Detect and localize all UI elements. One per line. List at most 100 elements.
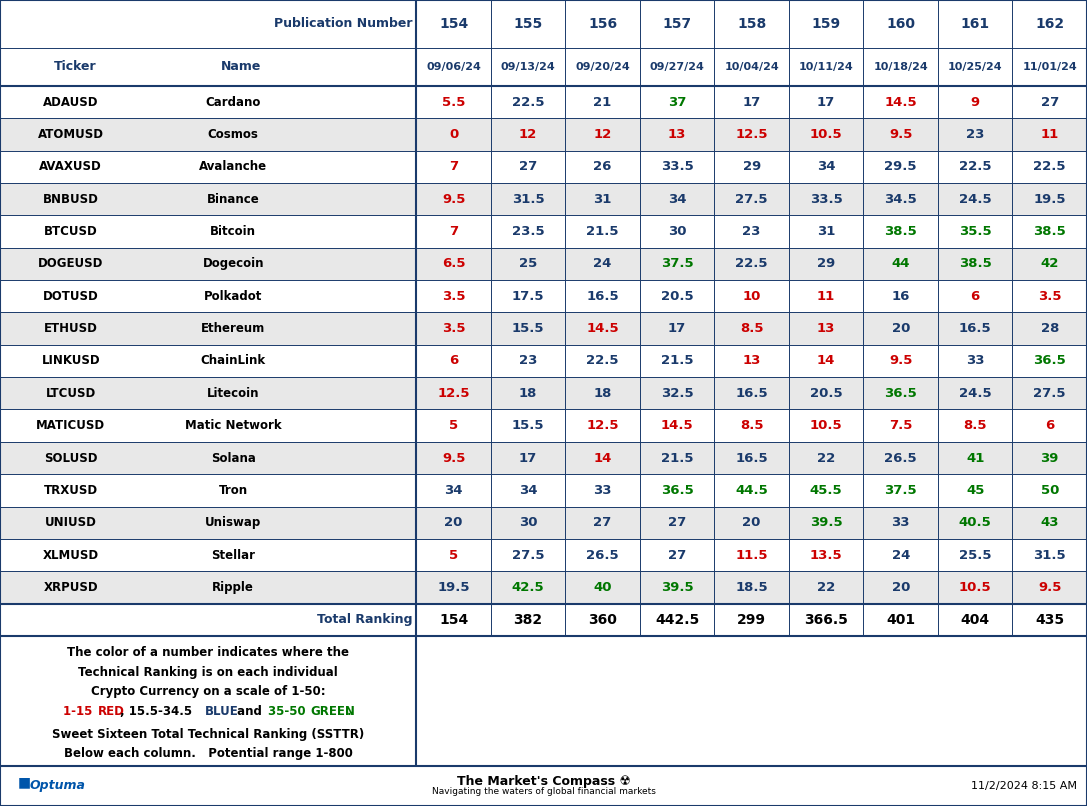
Text: 40: 40 [594,581,612,594]
Text: 09/06/24: 09/06/24 [426,62,482,72]
Text: Stellar: Stellar [211,549,255,562]
Text: 22: 22 [817,581,835,594]
Text: 23: 23 [518,355,537,368]
Text: 17: 17 [817,96,835,109]
Text: 7: 7 [449,160,458,173]
Text: DOGEUSD: DOGEUSD [38,257,103,270]
Text: 27.5: 27.5 [736,193,767,206]
Text: .: . [347,705,351,718]
Text: 24: 24 [594,257,612,270]
Text: 44.5: 44.5 [735,484,769,496]
Text: 14: 14 [817,355,836,368]
Text: 29: 29 [742,160,761,173]
Text: DOTUSD: DOTUSD [42,289,99,303]
Text: 39: 39 [1040,451,1059,464]
Text: Ticker: Ticker [53,60,97,73]
Text: 13: 13 [817,322,836,335]
Text: 7: 7 [449,225,458,238]
Text: 34: 34 [518,484,537,496]
Text: 18: 18 [594,387,612,400]
Text: Bitcoin: Bitcoin [210,225,257,238]
Bar [0,183,1087,215]
Bar [0,377,1087,409]
Text: 27: 27 [669,549,686,562]
Text: 6: 6 [971,289,979,303]
Text: 9.5: 9.5 [889,128,912,141]
Text: ■: ■ [18,775,32,789]
Text: 401: 401 [886,613,915,627]
Text: Tron: Tron [218,484,248,496]
Text: LINKUSD: LINKUSD [41,355,100,368]
Text: 12.5: 12.5 [437,387,470,400]
Text: 8.5: 8.5 [740,419,763,432]
Text: 17.5: 17.5 [512,289,545,303]
Text: 366.5: 366.5 [804,613,848,627]
Text: 11/2/2024 8:15 AM: 11/2/2024 8:15 AM [971,781,1077,791]
Text: Name: Name [222,60,262,73]
Text: 20.5: 20.5 [810,387,842,400]
Text: 20.5: 20.5 [661,289,694,303]
Text: 19.5: 19.5 [1034,193,1066,206]
Text: 156: 156 [588,17,617,31]
Text: Publication Number: Publication Number [274,18,412,31]
Text: 13: 13 [667,128,686,141]
Text: 18.5: 18.5 [735,581,769,594]
Text: 20: 20 [891,322,910,335]
Text: 16.5: 16.5 [735,387,769,400]
Text: 9.5: 9.5 [442,451,465,464]
Text: 33.5: 33.5 [661,160,694,173]
Text: 10: 10 [742,289,761,303]
Text: Dogecoin: Dogecoin [202,257,264,270]
Text: 29.5: 29.5 [885,160,917,173]
Text: Technical Ranking is on each individual: Technical Ranking is on each individual [78,666,338,679]
Text: 34: 34 [445,484,463,496]
Text: 360: 360 [588,613,617,627]
Text: 10.5: 10.5 [959,581,991,594]
Text: 38.5: 38.5 [1034,225,1066,238]
Text: 162: 162 [1035,17,1064,31]
Text: The color of a number indicates where the: The color of a number indicates where th… [67,646,349,659]
Text: 23.5: 23.5 [512,225,545,238]
Text: 33: 33 [594,484,612,496]
Text: 382: 382 [513,613,542,627]
Text: 23: 23 [742,225,761,238]
Text: 21.5: 21.5 [586,225,619,238]
Text: Sweet Sixteen Total Technical Ranking (SSTTR): Sweet Sixteen Total Technical Ranking (S… [52,729,364,742]
Text: and: and [233,705,266,718]
Text: Below each column.   Potential range 1-800: Below each column. Potential range 1-800 [64,746,352,759]
Bar [0,442,1087,474]
Text: 30: 30 [667,225,686,238]
Text: 16.5: 16.5 [586,289,619,303]
Text: 23: 23 [966,128,985,141]
Text: 39.5: 39.5 [661,581,694,594]
Text: 36.5: 36.5 [1034,355,1066,368]
Text: 27: 27 [594,516,612,530]
Text: 30: 30 [518,516,537,530]
Text: 24.5: 24.5 [959,193,991,206]
Text: 13: 13 [742,355,761,368]
Text: 36.5: 36.5 [885,387,917,400]
Text: 160: 160 [886,17,915,31]
Text: BNBUSD: BNBUSD [42,193,99,206]
Text: 8.5: 8.5 [740,322,763,335]
Bar [0,313,1087,345]
Text: 35-50: 35-50 [268,705,310,718]
Text: SOLUSD: SOLUSD [45,451,98,464]
Text: 09/27/24: 09/27/24 [650,62,704,72]
Text: 299: 299 [737,613,766,627]
Text: 27.5: 27.5 [1034,387,1066,400]
Text: 14.5: 14.5 [586,322,619,335]
Text: 13.5: 13.5 [810,549,842,562]
Text: 11.5: 11.5 [736,549,767,562]
Text: 34: 34 [667,193,686,206]
Text: 22.5: 22.5 [512,96,545,109]
Text: 5.5: 5.5 [442,96,465,109]
Text: Avalanche: Avalanche [199,160,267,173]
Text: 22.5: 22.5 [1034,160,1066,173]
Text: Ethereum: Ethereum [201,322,265,335]
Text: 29: 29 [817,257,835,270]
Text: 36.5: 36.5 [661,484,694,496]
Text: Ripple: Ripple [212,581,254,594]
Text: 10.5: 10.5 [810,128,842,141]
Text: 22: 22 [817,451,835,464]
